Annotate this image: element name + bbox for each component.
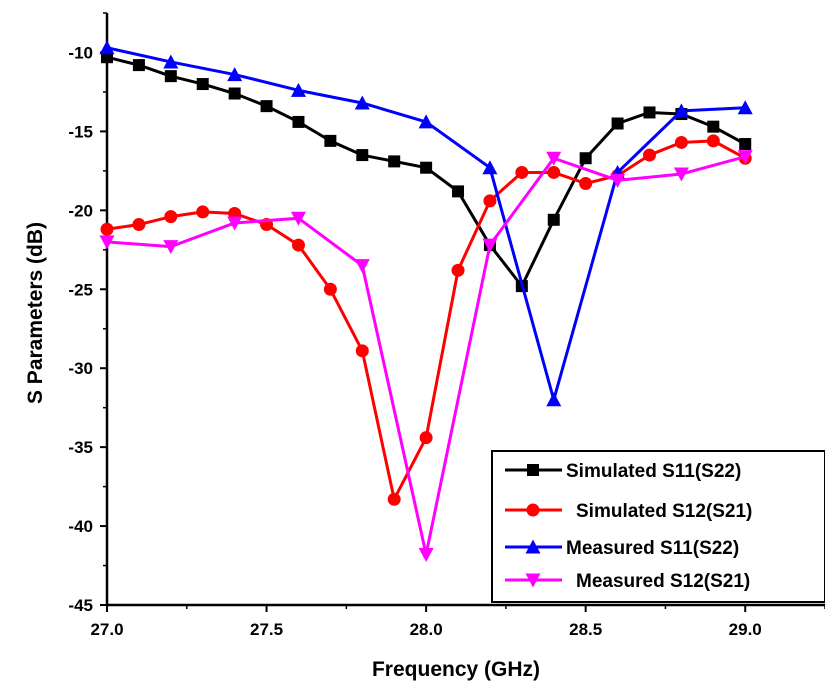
series-line xyxy=(106,46,746,402)
legend-label: Simulated S12(S21) xyxy=(576,501,752,522)
data-point xyxy=(355,344,369,358)
legend-label: Measured S11(S22) xyxy=(566,538,739,559)
data-point xyxy=(546,151,562,166)
data-point xyxy=(260,100,273,113)
legend-marker xyxy=(525,539,541,554)
data-point xyxy=(673,103,689,118)
data-point xyxy=(418,547,434,562)
data-point xyxy=(420,161,433,174)
data-point xyxy=(354,95,370,110)
x-tick-label: 28.5 xyxy=(569,620,602,639)
data-point xyxy=(132,59,145,72)
data-point xyxy=(611,117,624,130)
data-point xyxy=(737,150,753,165)
data-point xyxy=(227,67,243,82)
data-point xyxy=(164,70,177,83)
data-point xyxy=(642,148,656,162)
data-point xyxy=(451,263,465,277)
data-point xyxy=(547,213,560,226)
data-point xyxy=(323,282,337,296)
data-point xyxy=(99,40,115,55)
data-point xyxy=(515,165,529,179)
series-1 xyxy=(101,51,752,293)
data-point xyxy=(707,120,720,133)
data-point xyxy=(227,216,243,231)
data-point xyxy=(418,114,434,129)
data-point xyxy=(99,235,115,250)
x-tick-label: 27.5 xyxy=(250,620,283,639)
y-axis-label: S Parameters (dB) xyxy=(24,222,47,404)
data-point xyxy=(290,82,306,97)
data-point xyxy=(163,240,179,255)
y-tick-label: -35 xyxy=(68,438,93,457)
legend-marker xyxy=(525,573,541,588)
y-tick-label: -45 xyxy=(68,596,93,615)
y-tick-label: -15 xyxy=(68,122,93,141)
legend-marker xyxy=(526,503,540,517)
data-point xyxy=(579,176,593,190)
data-point xyxy=(100,222,114,236)
data-point xyxy=(291,238,305,252)
data-point xyxy=(356,149,369,162)
y-tick-label: -40 xyxy=(68,517,93,536)
data-point xyxy=(196,78,209,91)
data-point xyxy=(354,259,370,274)
data-point xyxy=(482,238,498,253)
x-tick-label: 27.0 xyxy=(90,620,123,639)
data-point xyxy=(132,218,146,232)
data-point xyxy=(482,160,498,175)
data-point xyxy=(388,155,401,168)
data-point xyxy=(547,165,561,179)
legend-item: Measured S11(S22) xyxy=(505,538,739,559)
legend-item: Measured S12(S21) xyxy=(505,571,750,592)
data-point xyxy=(387,492,401,506)
x-axis-label: Frequency (GHz) xyxy=(372,658,540,681)
legend-marker xyxy=(527,464,539,476)
legend-item: Simulated S11(S22) xyxy=(505,461,741,482)
data-point xyxy=(673,167,689,182)
data-point xyxy=(579,152,592,165)
y-tick-label: -30 xyxy=(68,359,93,378)
data-point xyxy=(546,392,562,407)
legend-label: Simulated S11(S22) xyxy=(566,461,741,482)
data-point xyxy=(196,205,210,219)
data-point xyxy=(163,54,179,69)
legend: Simulated S11(S22) Simulated S12(S21) Meas… xyxy=(491,450,825,603)
data-point xyxy=(290,211,306,226)
series-4 xyxy=(99,150,753,562)
series-layer xyxy=(99,40,753,562)
data-point xyxy=(706,134,720,148)
legend-box xyxy=(491,450,825,603)
series-line xyxy=(106,139,746,501)
y-tick-label: -25 xyxy=(68,280,93,299)
legend-item: Simulated S12(S21) xyxy=(505,501,752,522)
data-point xyxy=(610,173,626,188)
axes-layer: -10 -15 -20 -25 -30 -35 -40 -45 27.0 27.5 28.0 28.5… xyxy=(68,12,825,639)
data-point xyxy=(739,138,752,151)
data-point xyxy=(419,431,433,445)
y-tick-label: -20 xyxy=(68,201,93,220)
data-point xyxy=(164,210,178,224)
x-tick-label: 28.0 xyxy=(410,620,443,639)
data-point xyxy=(452,185,465,198)
data-point xyxy=(324,134,337,147)
y-tick-label: -10 xyxy=(68,43,93,62)
data-point xyxy=(737,100,753,115)
series-3 xyxy=(99,40,753,407)
data-point xyxy=(292,115,305,128)
data-point xyxy=(674,135,688,149)
data-point xyxy=(643,106,656,119)
data-point xyxy=(228,87,241,100)
legend-label: Measured S12(S21) xyxy=(576,571,750,592)
x-tick-label: 29.0 xyxy=(729,620,762,639)
data-point xyxy=(483,194,497,208)
